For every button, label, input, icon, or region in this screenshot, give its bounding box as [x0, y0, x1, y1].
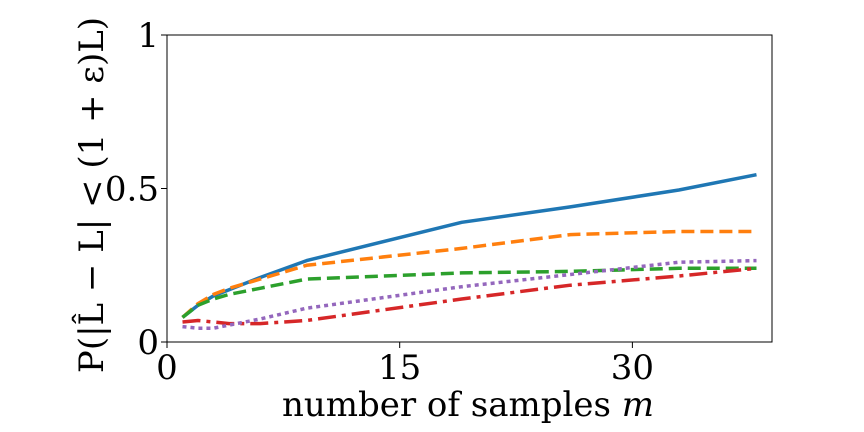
x-tick-label: 15: [378, 348, 421, 388]
y-tick-label: 0.5: [105, 170, 159, 210]
y-tick-label: 1: [137, 16, 159, 56]
series-layer: [181, 172, 757, 330]
x-tick-label: 30: [611, 348, 654, 388]
y-tick-label: 0: [137, 323, 159, 363]
series-line-2: [181, 229, 757, 319]
series-line-4: [182, 266, 757, 326]
ticks-layer: 0 15 30 0 0.5 1: [105, 16, 654, 388]
plot-frame: [166, 34, 773, 343]
series-line-3: [181, 266, 757, 319]
x-tick-label: 0: [156, 348, 178, 388]
y-axis-label: P(|L̂ − L| < (1 + ε)L): [71, 17, 112, 373]
x-axis-label: number of samples m: [282, 385, 654, 425]
